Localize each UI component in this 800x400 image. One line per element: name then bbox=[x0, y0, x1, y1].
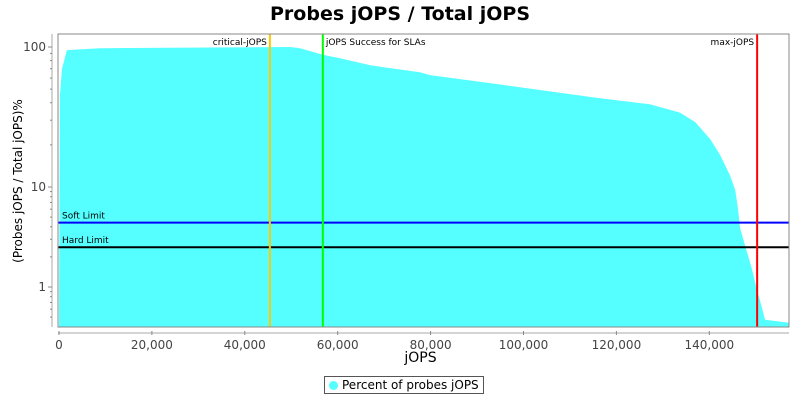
y-tick-label: 100 bbox=[23, 40, 46, 54]
y-axis-label: (Probes jOPS / Total jOPS)% bbox=[11, 99, 25, 263]
x-tick-label: 80,000 bbox=[410, 338, 452, 352]
x-tick-label: 120,000 bbox=[592, 338, 642, 352]
chart-title: Probes jOPS / Total jOPS bbox=[270, 3, 530, 25]
y-tick-label: 1 bbox=[38, 280, 46, 294]
legend-swatch bbox=[329, 380, 338, 390]
x-tick-label: 40,000 bbox=[224, 338, 266, 352]
x-tick-label: 140,000 bbox=[684, 338, 734, 352]
x-tick-label: 20,000 bbox=[131, 338, 173, 352]
legend: Percent of probes jOPS bbox=[324, 376, 484, 394]
x-tick-label: 60,000 bbox=[317, 338, 359, 352]
x-axis-label: jOPS bbox=[403, 350, 436, 366]
x-tick-label: 0 bbox=[55, 338, 63, 352]
hline-label-0: Soft Limit bbox=[62, 212, 105, 222]
plot-border bbox=[57, 33, 790, 328]
vline-label-2: max-jOPS bbox=[711, 38, 755, 48]
x-tick-label: 100,000 bbox=[499, 338, 549, 352]
y-tick-label: 10 bbox=[31, 180, 46, 194]
hline-label-1: Hard Limit bbox=[62, 236, 109, 246]
vline-label-1: jOPS Success for SLAs bbox=[325, 38, 426, 48]
vline-label-0: critical-jOPS bbox=[213, 38, 267, 48]
legend-label: Percent of probes jOPS bbox=[342, 378, 479, 392]
area-series bbox=[59, 47, 790, 327]
